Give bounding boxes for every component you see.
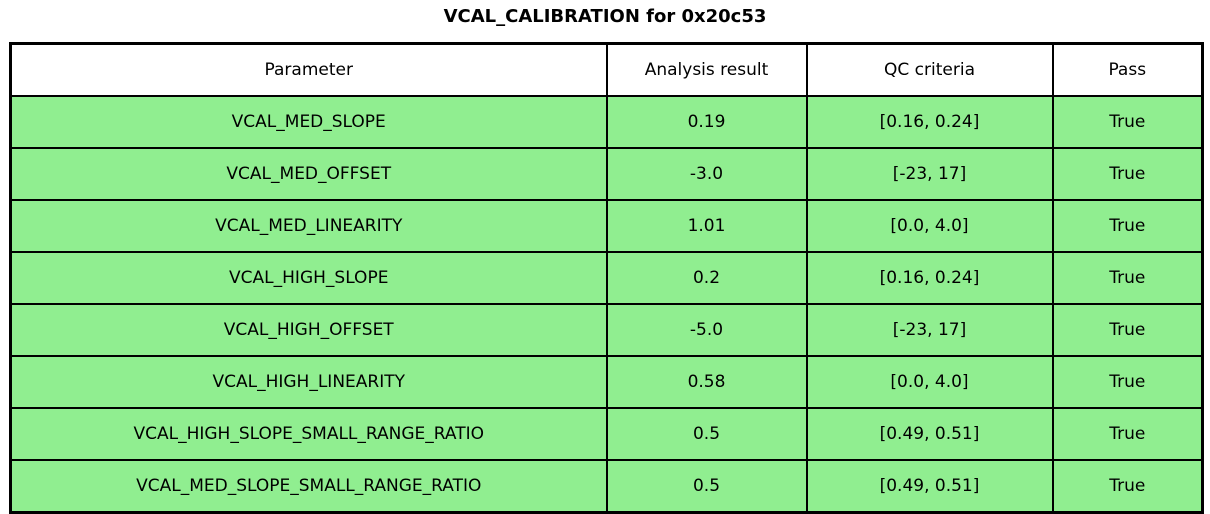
cell-pass: True xyxy=(1051,251,1204,305)
page-title: VCAL_CALIBRATION for 0x20c53 xyxy=(443,6,767,27)
cell-parameter: VCAL_HIGH_OFFSET xyxy=(9,303,608,357)
table-row: VCAL_HIGH_OFFSET -5.0 [-23, 17] True xyxy=(9,303,1204,357)
cell-parameter: VCAL_HIGH_SLOPE_SMALL_RANGE_RATIO xyxy=(9,407,608,461)
column-header-parameter: Parameter xyxy=(9,42,608,97)
cell-result: 0.19 xyxy=(605,95,808,149)
cell-result: 0.2 xyxy=(605,251,808,305)
cell-parameter: VCAL_MED_LINEARITY xyxy=(9,199,608,253)
cell-criteria: [0.16, 0.24] xyxy=(805,95,1054,149)
column-header-qc-criteria: QC criteria xyxy=(805,42,1054,97)
cell-parameter: VCAL_MED_OFFSET xyxy=(9,147,608,201)
cell-result: 0.5 xyxy=(605,459,808,514)
cell-pass: True xyxy=(1051,459,1204,514)
table-row: VCAL_MED_SLOPE_SMALL_RANGE_RATIO 0.5 [0.… xyxy=(9,459,1204,514)
cell-pass: True xyxy=(1051,407,1204,461)
table-row: VCAL_MED_OFFSET -3.0 [-23, 17] True xyxy=(9,147,1204,201)
table-row: VCAL_HIGH_LINEARITY 0.58 [0.0, 4.0] True xyxy=(9,355,1204,409)
column-header-pass: Pass xyxy=(1051,42,1204,97)
cell-criteria: [0.49, 0.51] xyxy=(805,407,1054,461)
cell-result: 0.58 xyxy=(605,355,808,409)
cell-parameter: VCAL_MED_SLOPE xyxy=(9,95,608,149)
cell-parameter: VCAL_HIGH_SLOPE xyxy=(9,251,608,305)
cell-result: -5.0 xyxy=(605,303,808,357)
table-row: VCAL_MED_SLOPE 0.19 [0.16, 0.24] True xyxy=(9,95,1204,149)
cell-pass: True xyxy=(1051,147,1204,201)
cell-pass: True xyxy=(1051,303,1204,357)
cell-parameter: VCAL_MED_SLOPE_SMALL_RANGE_RATIO xyxy=(9,459,608,514)
header-row: Parameter Analysis result QC criteria Pa… xyxy=(9,42,1204,97)
cell-pass: True xyxy=(1051,199,1204,253)
cell-criteria: [0.16, 0.24] xyxy=(805,251,1054,305)
cell-criteria: [0.49, 0.51] xyxy=(805,459,1054,514)
cell-result: -3.0 xyxy=(605,147,808,201)
cell-criteria: [-23, 17] xyxy=(805,147,1054,201)
cell-criteria: [0.0, 4.0] xyxy=(805,199,1054,253)
table-row: VCAL_HIGH_SLOPE_SMALL_RANGE_RATIO 0.5 [0… xyxy=(9,407,1204,461)
qc-results-table: Parameter Analysis result QC criteria Pa… xyxy=(9,42,1204,514)
column-header-analysis-result: Analysis result xyxy=(605,42,808,97)
cell-pass: True xyxy=(1051,355,1204,409)
table-row: VCAL_HIGH_SLOPE 0.2 [0.16, 0.24] True xyxy=(9,251,1204,305)
cell-result: 1.01 xyxy=(605,199,808,253)
table-row: VCAL_MED_LINEARITY 1.01 [0.0, 4.0] True xyxy=(9,199,1204,253)
cell-criteria: [0.0, 4.0] xyxy=(805,355,1054,409)
cell-pass: True xyxy=(1051,95,1204,149)
cell-criteria: [-23, 17] xyxy=(805,303,1054,357)
cell-result: 0.5 xyxy=(605,407,808,461)
cell-parameter: VCAL_HIGH_LINEARITY xyxy=(9,355,608,409)
